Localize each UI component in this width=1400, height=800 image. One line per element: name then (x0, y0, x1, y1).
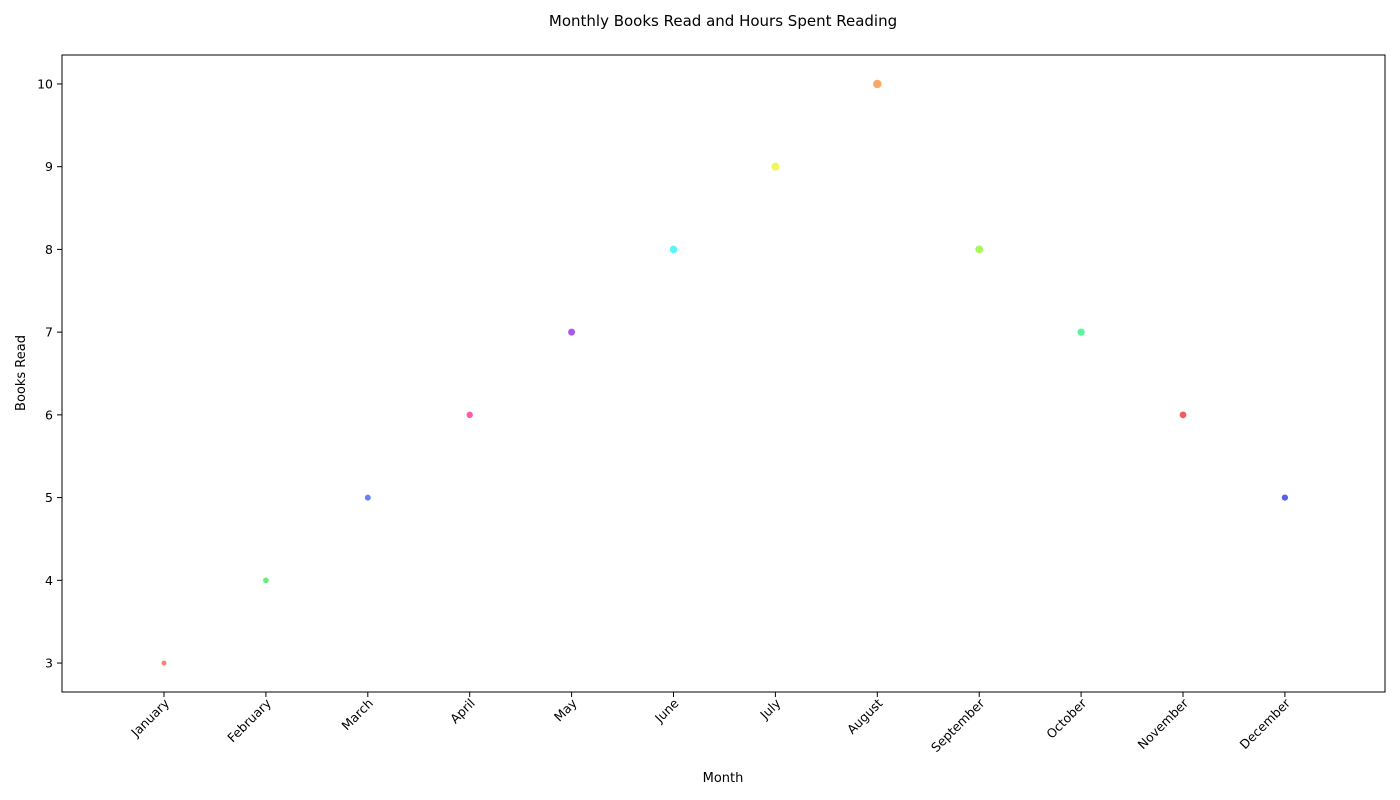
chart-title: Monthly Books Read and Hours Spent Readi… (549, 12, 897, 30)
y-tick-label: 9 (45, 159, 53, 174)
x-axis-label: Month (703, 771, 744, 786)
y-tick-label: 8 (45, 242, 53, 257)
x-tick-label: March (338, 696, 376, 734)
y-axis-ticks: 3 4 5 6 7 8 9 10 (37, 76, 62, 671)
x-tick-label: July (756, 695, 784, 723)
x-tick-label: October (1043, 695, 1090, 742)
plot-area (61, 54, 1386, 693)
x-tick-label: June (651, 695, 682, 726)
data-point-march (364, 494, 371, 501)
data-point-april (466, 411, 473, 419)
data-points (161, 79, 1289, 666)
x-tick-label: December (1237, 695, 1294, 752)
y-tick-label: 6 (45, 407, 53, 422)
data-point-june (669, 245, 678, 254)
x-tick-label: November (1135, 695, 1192, 752)
data-point-december (1281, 494, 1289, 501)
x-tick-label: August (844, 695, 886, 737)
data-point-february (263, 577, 269, 584)
x-tick-label: January (127, 695, 172, 740)
x-tick-label: February (224, 695, 274, 745)
y-tick-label: 10 (37, 76, 53, 91)
data-point-july (771, 162, 780, 171)
x-tick-label: September (928, 695, 988, 755)
y-tick-label: 4 (45, 573, 53, 588)
y-axis-label: Books Read (14, 335, 29, 411)
data-point-january (161, 660, 167, 666)
data-point-september (975, 245, 984, 254)
y-tick-label: 5 (45, 490, 53, 505)
data-point-may (568, 328, 576, 336)
x-tick-label: May (551, 695, 580, 724)
x-tick-label: April (447, 696, 478, 727)
data-point-november (1179, 411, 1187, 419)
y-tick-label: 3 (45, 656, 53, 671)
data-point-october (1077, 328, 1085, 336)
x-axis-ticks: January February March April May June July Augu… (127, 692, 1294, 755)
y-tick-label: 7 (45, 325, 53, 340)
data-point-august (873, 79, 882, 89)
